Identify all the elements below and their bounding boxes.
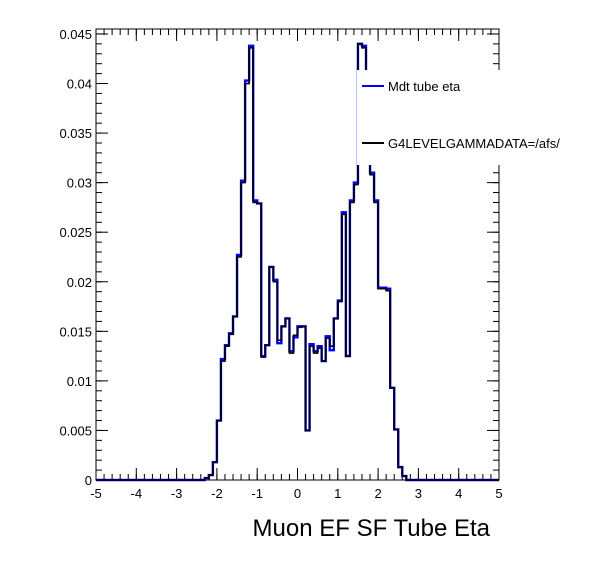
x-tick-label: 1 (334, 486, 341, 501)
y-tick-label: 0.03 (67, 176, 92, 191)
axis-tick-labels: -5 -4 -3 -2 -1 0 1 2 3 4 5 0 0.005 0.01 0.015 0.02 0.025… (59, 27, 502, 501)
x-tick-label: -1 (251, 486, 263, 501)
y-tick-label: 0.01 (67, 374, 92, 389)
histogram-series-2 (96, 43, 499, 481)
x-tick-label: -2 (211, 486, 223, 501)
x-tick-label: -5 (90, 486, 102, 501)
y-tick-label: 0.02 (67, 275, 92, 290)
y-tick-label: 0.025 (59, 225, 92, 240)
x-tick-label: 2 (374, 486, 381, 501)
x-tick-label: 4 (455, 486, 462, 501)
y-tick-label: 0 (85, 473, 92, 488)
y-tick-label: 0.045 (59, 27, 92, 42)
y-tick-label: 0.015 (59, 324, 92, 339)
x-axis-title: Muon EF SF Tube Eta (253, 515, 491, 542)
y-tick-label: 0.04 (67, 77, 92, 92)
y-tick-label: 0.035 (59, 126, 92, 141)
x-tick-label: 3 (415, 486, 422, 501)
legend: Mdt tube eta G4LEVELGAMMADATA=/afs/ (357, 70, 596, 165)
legend-label-series-1: Mdt tube eta (388, 79, 461, 94)
x-tick-label: -4 (131, 486, 143, 501)
legend-label-series-2: G4LEVELGAMMADATA=/afs/ (388, 136, 560, 151)
x-tick-label: -3 (171, 486, 183, 501)
y-tick-label: 0.005 (59, 423, 92, 438)
legend-box (357, 70, 596, 165)
x-tick-label: 0 (294, 486, 301, 501)
x-tick-label: 5 (495, 486, 502, 501)
series-layer (96, 42, 499, 482)
